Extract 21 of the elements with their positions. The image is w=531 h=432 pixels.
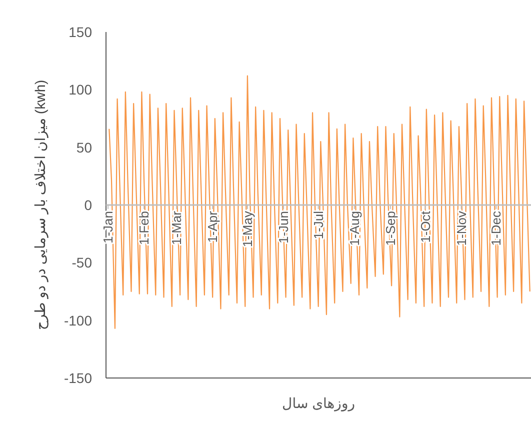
x-tick-label: 1-Feb — [136, 211, 152, 245]
y-tick-label: 100 — [68, 82, 92, 98]
x-tick-label: 1-Oct — [418, 210, 433, 243]
y-tick-label: 0 — [84, 197, 92, 213]
x-tick-label: 1-Jul — [310, 210, 326, 240]
y-tick-label: 150 — [68, 24, 92, 40]
x-tick-label: 1-Jan — [100, 211, 116, 244]
y-tick-label: -50 — [72, 254, 92, 271]
x-tick-label: 1-Sep — [382, 211, 398, 246]
x-tick-label: 1-Aug — [346, 211, 362, 246]
x-tick-label: 1-Jun — [276, 211, 292, 244]
x-axis-title: روزهای سال — [282, 395, 355, 412]
x-tick-label: 1-Mar — [169, 210, 184, 245]
y-tick-label: 50 — [76, 139, 92, 156]
x-tick-label: 1-May — [240, 210, 255, 248]
y-tick-label: -100 — [64, 312, 92, 328]
x-tick-label: 1-Nov — [454, 210, 469, 246]
y-axis-title: میزان اختلاف بار سرمایی در دو طرح (kwh) — [32, 80, 49, 330]
x-tick-label: 1-Apr — [205, 210, 220, 243]
y-tick-label: -150 — [64, 370, 92, 386]
x-tick-label: 1-Dec — [488, 210, 504, 246]
